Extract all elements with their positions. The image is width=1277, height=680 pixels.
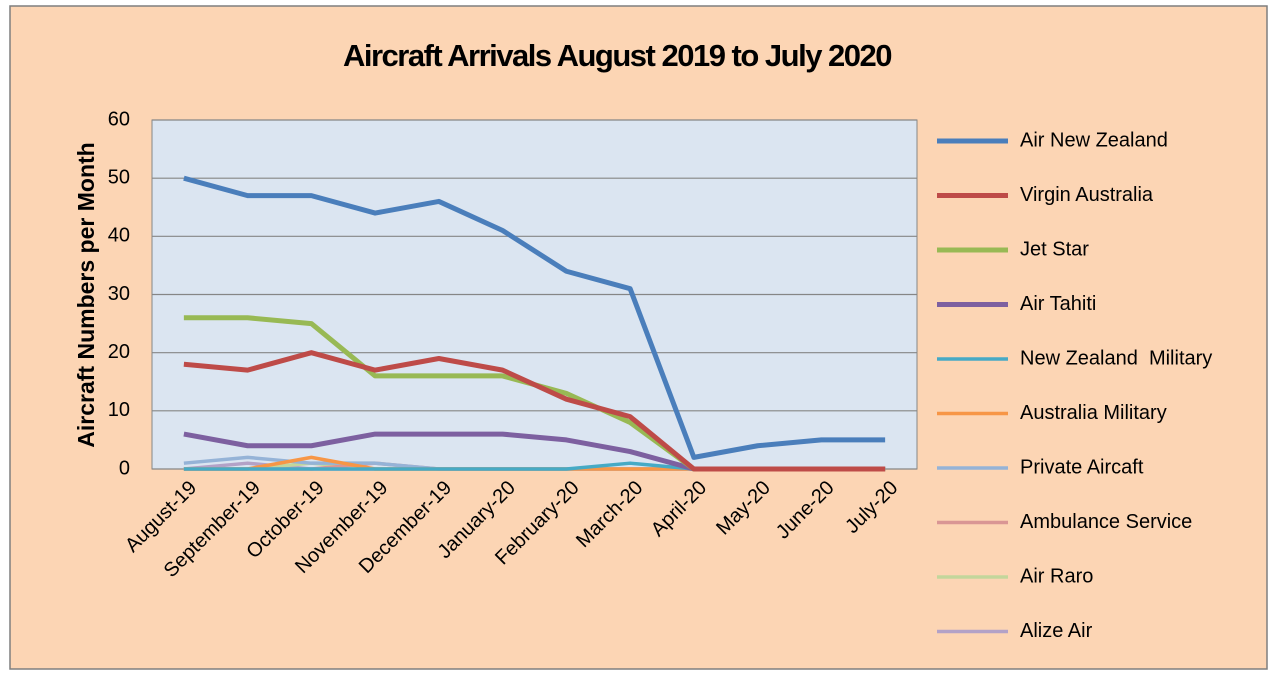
series-line [183, 350, 886, 472]
legend-label: Alize Air [1020, 620, 1093, 642]
legend-label: Private Aircaft [1020, 456, 1144, 478]
y-axis-label: Aircraft Numbers per Month [73, 142, 99, 447]
legend-label: New Zealand Military [1020, 347, 1212, 369]
y-tick-label: 40 [108, 225, 130, 247]
legend-label: Australia Military [1020, 402, 1167, 424]
y-tick-label: 20 [108, 341, 130, 363]
legend-label: Virgin Australia [1020, 184, 1154, 206]
legend-label: Jet Star [1020, 238, 1089, 260]
y-tick-label: 60 [108, 108, 130, 130]
chart-title: Aircraft Arrivals August 2019 to July 20… [343, 38, 891, 73]
y-tick-label: 30 [108, 283, 130, 305]
legend-label: Air New Zealand [1020, 129, 1168, 151]
y-tick-label: 0 [119, 457, 130, 479]
legend-label: Air Tahiti [1020, 293, 1096, 315]
y-tick-label: 10 [108, 399, 130, 421]
legend-label: Air Raro [1020, 565, 1093, 587]
legend-label: Ambulance Service [1020, 511, 1192, 533]
y-tick-label: 50 [108, 166, 130, 188]
series-line [183, 175, 886, 460]
